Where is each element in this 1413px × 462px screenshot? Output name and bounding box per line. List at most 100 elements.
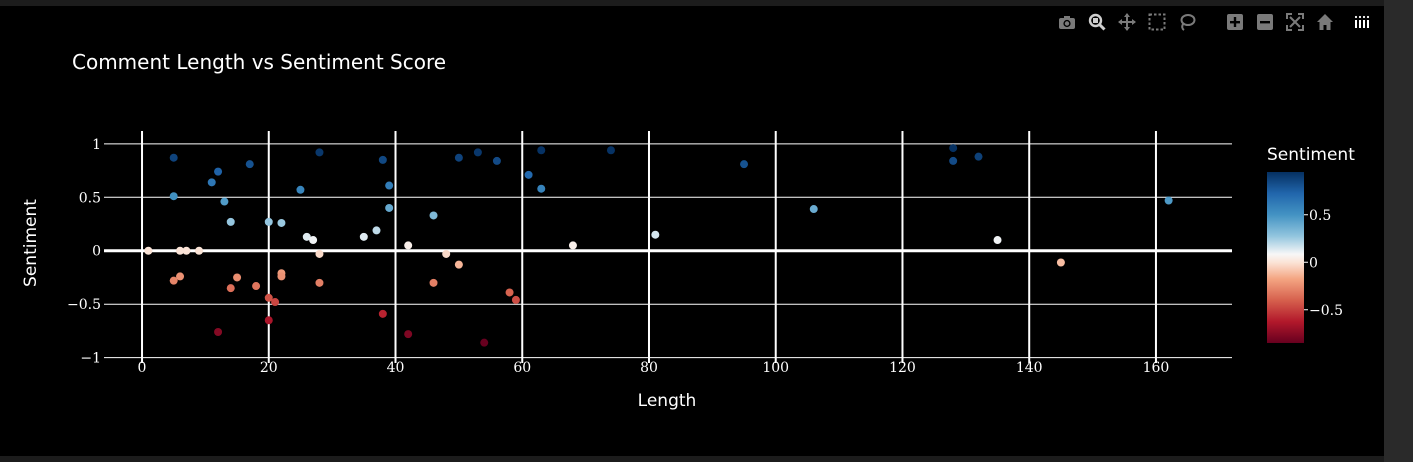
data-point[interactable] xyxy=(480,338,489,347)
data-point[interactable] xyxy=(144,246,153,255)
data-point[interactable] xyxy=(182,246,191,255)
y-tick-label: 0.5 xyxy=(79,190,101,206)
x-axis-title: Length xyxy=(638,391,697,411)
data-point[interactable] xyxy=(169,192,178,201)
x-tick-label: 40 xyxy=(387,360,405,376)
data-point[interactable] xyxy=(442,249,451,258)
data-point[interactable] xyxy=(949,156,958,165)
lasso-select-icon[interactable] xyxy=(1176,12,1198,32)
data-point[interactable] xyxy=(169,153,178,162)
data-point[interactable] xyxy=(473,148,482,157)
data-point[interactable] xyxy=(264,316,273,325)
data-point[interactable] xyxy=(537,184,546,193)
data-point[interactable] xyxy=(429,211,438,220)
zoom-icon[interactable] xyxy=(1086,12,1108,32)
data-point[interactable] xyxy=(974,152,983,161)
data-point[interactable] xyxy=(271,298,280,307)
data-point[interactable] xyxy=(993,236,1002,245)
x-tick-label: 100 xyxy=(762,360,789,376)
data-point[interactable] xyxy=(378,155,387,164)
x-tick-label: 60 xyxy=(513,360,531,376)
data-point[interactable] xyxy=(359,232,368,241)
data-point[interactable] xyxy=(309,236,318,245)
data-point[interactable] xyxy=(524,170,533,179)
data-point[interactable] xyxy=(315,148,324,157)
data-point[interactable] xyxy=(214,167,223,176)
zoom-out-icon[interactable] xyxy=(1254,12,1276,32)
autoscale-icon[interactable] xyxy=(1284,12,1306,32)
colorbar-tick-label: 0 xyxy=(1309,255,1318,271)
y-tick-label: 1 xyxy=(92,137,101,153)
y-tick-label: −0.5 xyxy=(67,297,101,313)
data-point[interactable] xyxy=(568,241,577,250)
x-tick-label: 140 xyxy=(1016,360,1043,376)
data-point[interactable] xyxy=(207,178,216,187)
plot-area xyxy=(0,6,1384,456)
x-tick-label: 20 xyxy=(260,360,278,376)
y-tick-label: 0 xyxy=(92,244,101,260)
modebar xyxy=(1052,12,1376,32)
data-point[interactable] xyxy=(606,146,615,155)
colorbar-tick-label: 0.5 xyxy=(1309,208,1331,224)
data-point[interactable] xyxy=(264,217,273,226)
data-point[interactable] xyxy=(176,246,185,255)
data-point[interactable] xyxy=(233,273,242,282)
data-point[interactable] xyxy=(296,185,305,194)
data-point[interactable] xyxy=(740,160,749,169)
data-point[interactable] xyxy=(195,246,204,255)
data-point[interactable] xyxy=(385,203,394,212)
data-point[interactable] xyxy=(492,156,501,165)
data-point[interactable] xyxy=(176,272,185,281)
data-point[interactable] xyxy=(302,232,311,241)
data-point[interactable] xyxy=(252,282,261,291)
data-points[interactable] xyxy=(144,144,1173,347)
data-point[interactable] xyxy=(651,230,660,239)
grid xyxy=(104,131,1232,363)
colorbar-tick-label: −0.5 xyxy=(1309,303,1343,319)
data-point[interactable] xyxy=(372,226,381,235)
x-tick-label: 0 xyxy=(138,360,147,376)
data-point[interactable] xyxy=(511,295,520,304)
data-point[interactable] xyxy=(809,205,818,214)
reset-axes-icon[interactable] xyxy=(1314,12,1336,32)
plotly-logo-icon[interactable] xyxy=(1350,12,1372,32)
data-point[interactable] xyxy=(454,260,463,269)
data-point[interactable] xyxy=(315,249,324,258)
box-select-icon[interactable] xyxy=(1146,12,1168,32)
tick-labels: 0 20 40 60 80 100 120 140 160 1 0.5 0 −0.5 −1 xyxy=(67,137,1169,376)
data-point[interactable] xyxy=(245,160,254,169)
data-point[interactable] xyxy=(169,276,178,285)
data-point[interactable] xyxy=(220,197,229,206)
data-point[interactable] xyxy=(226,217,235,226)
data-point[interactable] xyxy=(378,309,387,318)
data-point[interactable] xyxy=(315,278,324,287)
zoom-in-icon[interactable] xyxy=(1224,12,1246,32)
data-point[interactable] xyxy=(949,144,958,153)
y-axis-title: Sentiment xyxy=(21,199,41,287)
colorbar-title: Sentiment xyxy=(1267,145,1355,165)
colorbar xyxy=(1267,172,1304,343)
data-point[interactable] xyxy=(454,153,463,162)
pan-icon[interactable] xyxy=(1116,12,1138,32)
x-tick-label: 120 xyxy=(889,360,916,376)
colorbar-ticks: 0.5 0 −0.5 xyxy=(1304,208,1343,319)
camera-icon[interactable] xyxy=(1056,12,1078,32)
x-tick-label: 160 xyxy=(1143,360,1170,376)
data-point[interactable] xyxy=(277,218,286,227)
data-point[interactable] xyxy=(404,330,413,339)
data-point[interactable] xyxy=(404,241,413,250)
chart-title: Comment Length vs Sentiment Score xyxy=(72,50,446,74)
data-point[interactable] xyxy=(226,284,235,293)
data-point[interactable] xyxy=(429,278,438,287)
data-point[interactable] xyxy=(214,327,223,336)
data-point[interactable] xyxy=(1164,196,1173,205)
data-point[interactable] xyxy=(385,181,394,190)
data-point[interactable] xyxy=(537,146,546,155)
data-point[interactable] xyxy=(1056,258,1065,267)
data-point[interactable] xyxy=(264,293,273,302)
data-point[interactable] xyxy=(277,272,286,281)
data-point[interactable] xyxy=(505,288,514,297)
x-tick-label: 80 xyxy=(640,360,658,376)
window-scrollbar[interactable] xyxy=(1384,0,1413,462)
